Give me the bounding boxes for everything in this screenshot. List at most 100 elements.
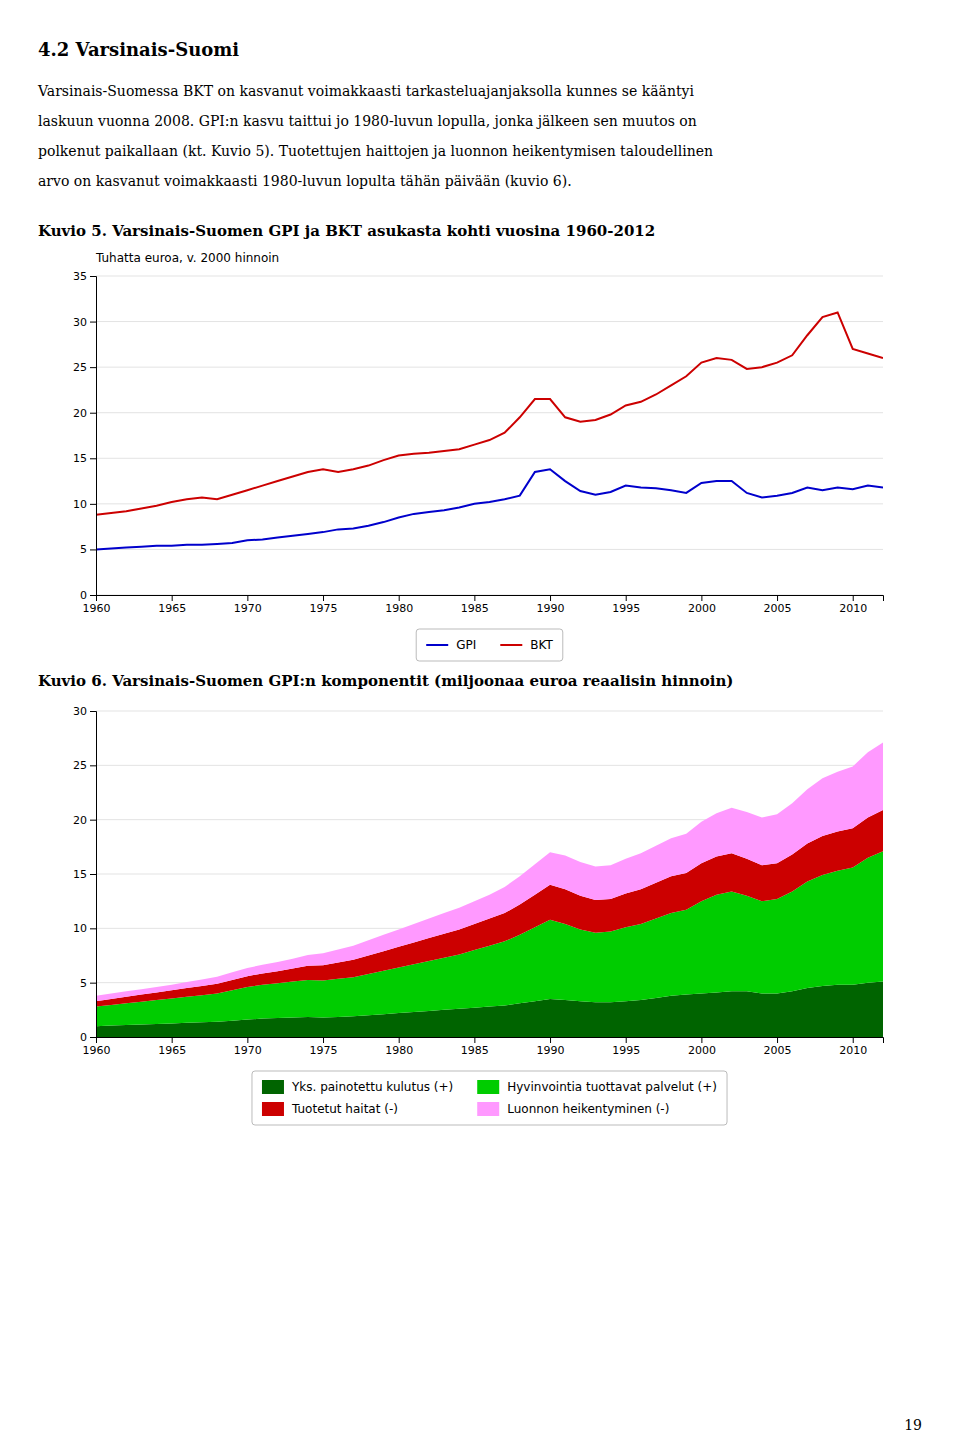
tick-mark — [90, 413, 96, 414]
tick-mark — [90, 595, 96, 596]
tick-label: 1965 — [158, 1044, 186, 1057]
legend-item: Luonnon heikentyminen (-) — [477, 1102, 669, 1116]
tick: 10 — [73, 498, 96, 511]
tick-mark — [90, 711, 96, 712]
tick-mark — [172, 1037, 173, 1043]
area — [96, 743, 883, 1002]
tick-mark — [90, 874, 96, 875]
grid-line — [96, 503, 883, 504]
legend-item: BKT — [500, 638, 553, 652]
tick: 1975 — [310, 1037, 338, 1057]
page: 4.2 Varsinais-SuomiVarsinais-Suomessa BK… — [0, 0, 960, 1451]
tick-label: 1980 — [385, 1044, 413, 1057]
legend-item: Tuotetut haitat (-) — [262, 1102, 398, 1116]
tick-mark — [323, 595, 324, 601]
legend-swatch — [426, 644, 448, 646]
tick-label: 1995 — [612, 1044, 640, 1057]
legend-box — [252, 1071, 727, 1125]
tick-mark — [626, 1037, 627, 1043]
legend-swatch — [262, 1080, 284, 1094]
tick-label: 2000 — [688, 1044, 716, 1057]
tick-label: 1990 — [537, 602, 565, 615]
tick: 1980 — [385, 1037, 413, 1057]
grid-line — [96, 765, 883, 766]
chart-title: Kuvio 5. Varsinais-Suomen GPI ja BKT asu… — [38, 222, 655, 240]
tick-label: 10 — [73, 498, 87, 511]
line — [96, 312, 883, 514]
tick-mark — [474, 1037, 475, 1043]
tick-label: 5 — [80, 977, 87, 990]
plot-area — [96, 312, 883, 549]
grid-line — [96, 458, 883, 459]
tick: 5 — [80, 977, 96, 990]
legend-item: GPI — [426, 638, 476, 652]
tick-mark — [90, 983, 96, 984]
y-axis: 05101520253035 — [73, 270, 97, 602]
grid — [96, 711, 883, 1037]
tick: 1995 — [612, 595, 640, 615]
grid-line — [96, 412, 883, 413]
tick-mark — [90, 820, 96, 821]
line — [96, 469, 883, 549]
tick: 10 — [73, 922, 96, 935]
tick: 1980 — [385, 595, 413, 615]
tick-mark — [550, 595, 551, 601]
tick: 1990 — [537, 595, 565, 615]
tick-label: 20 — [73, 814, 87, 827]
tick-label: 1990 — [537, 1044, 565, 1057]
tick: 1965 — [158, 1037, 186, 1057]
tick: 15 — [73, 868, 96, 881]
tick: 35 — [73, 270, 96, 283]
tick-label: 2010 — [839, 1044, 867, 1057]
tick-label: 0 — [80, 1031, 87, 1044]
tick-mark — [90, 928, 96, 929]
y-axis-label: Tuhatta euroa, v. 2000 hinnoin — [95, 251, 279, 265]
tick: 0 — [80, 1031, 96, 1044]
tick-mark — [90, 322, 96, 323]
tick-mark — [550, 1037, 551, 1043]
tick: 2010 — [839, 1037, 867, 1057]
legend-swatch — [500, 644, 522, 646]
tick-label: 2000 — [688, 602, 716, 615]
tick-label: 5 — [80, 543, 87, 556]
tick-mark — [90, 458, 96, 459]
tick-label: 2010 — [839, 602, 867, 615]
chart: Tuhatta euroa, v. 2000 hinnoin1960196519… — [73, 251, 884, 661]
tick-mark — [701, 595, 702, 601]
tick: 20 — [73, 814, 96, 827]
tick-label: 1970 — [234, 602, 262, 615]
tick-mark — [90, 765, 96, 766]
tick: 2005 — [764, 1037, 792, 1057]
tick-label: 1985 — [461, 1044, 489, 1057]
tick-mark — [474, 595, 475, 601]
tick: 25 — [73, 759, 96, 772]
legend-item: Yks. painotettu kulutus (+) — [262, 1080, 453, 1094]
tick-mark — [853, 1037, 854, 1043]
heading: 4.2 Varsinais-Suomi — [38, 39, 239, 60]
tick-label: 1970 — [234, 1044, 262, 1057]
tick-mark — [853, 595, 854, 601]
tick-label: 1985 — [461, 602, 489, 615]
axis-line — [90, 277, 97, 596]
grid-line — [96, 321, 883, 322]
tick: 1995 — [612, 1037, 640, 1057]
x-axis: 1960196519701975198019851990199520002005… — [83, 595, 884, 615]
tick: 25 — [73, 361, 96, 374]
tick-mark — [90, 549, 96, 550]
legend: GPI BKT — [416, 629, 563, 661]
tick-label: 35 — [73, 270, 87, 283]
tick: 1985 — [461, 595, 489, 615]
legend-label: BKT — [530, 638, 553, 652]
tick: 1990 — [537, 1037, 565, 1057]
tick: 2000 — [688, 595, 716, 615]
tick: 2010 — [839, 595, 867, 615]
x-axis: 1960196519701975198019851990199520002005… — [83, 1037, 884, 1057]
tick-mark — [247, 1037, 248, 1043]
tick-label: 10 — [73, 922, 87, 935]
tick-label: 30 — [73, 705, 87, 718]
tick: 30 — [73, 705, 96, 718]
tick: 1975 — [310, 595, 338, 615]
tick-mark — [90, 367, 96, 368]
tick: 2005 — [764, 595, 792, 615]
tick-label: 2005 — [764, 602, 792, 615]
